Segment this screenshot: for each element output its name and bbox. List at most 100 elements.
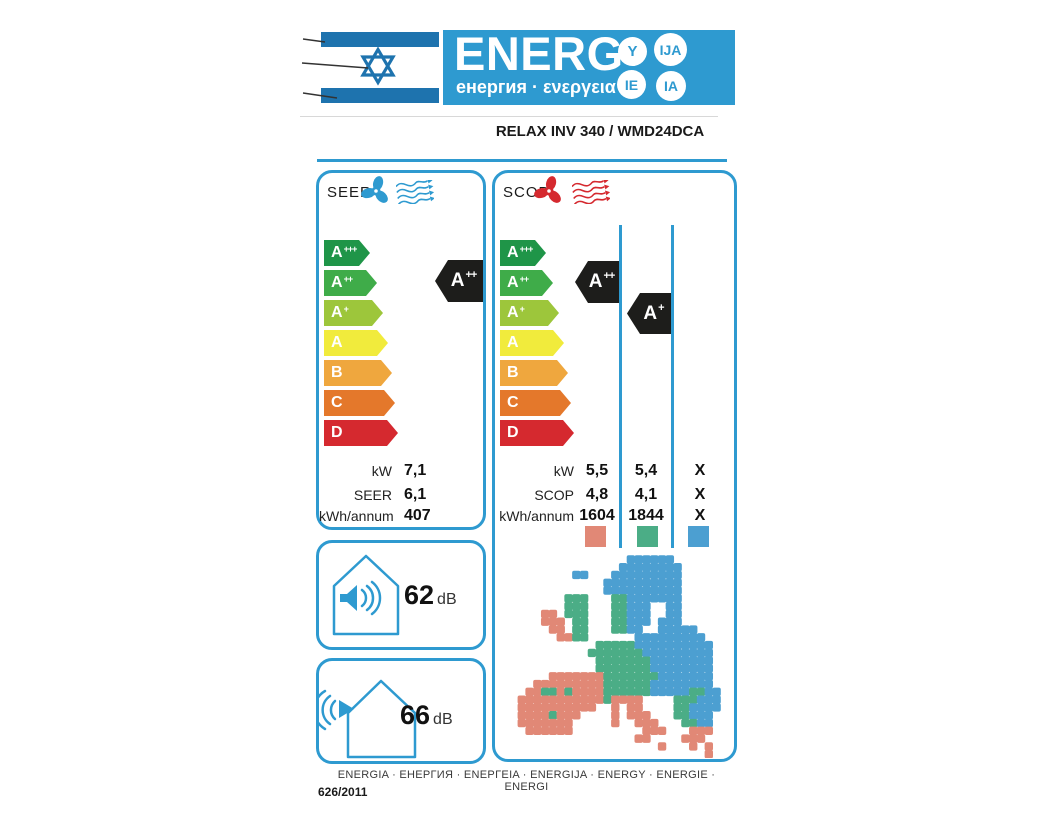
- logo-circle-ia: IA: [656, 71, 686, 101]
- warm-airflow-waves-icon: [572, 180, 610, 204]
- model-name: RELAX INV 340 / WMD24DCA: [495, 123, 705, 140]
- footer-energy-words: ENERGIA · ЕНЕРГИЯ · ΕΝΕΡΓΕΙΑ · ENERGIJA …: [337, 769, 716, 793]
- value-number: X: [694, 462, 706, 479]
- scale-label: A: [507, 244, 519, 261]
- outdoor-noise-house-icon: [319, 679, 417, 759]
- value-number: 5,5: [585, 462, 609, 479]
- seer-title: SEER: [327, 184, 372, 201]
- zone-square-warmer: [585, 526, 606, 547]
- scop-rating-arrow-col2: A +: [627, 293, 671, 334]
- scale-label-sup: +++: [343, 244, 357, 254]
- scale-label: C: [331, 394, 343, 411]
- scale-label: A: [331, 334, 343, 351]
- scale-label: B: [507, 364, 519, 381]
- scop-rating-arrow-col1: A ++: [575, 261, 619, 303]
- scale-label: D: [507, 424, 519, 441]
- scale-arrow-b: B: [500, 360, 568, 386]
- scale-label: C: [507, 394, 519, 411]
- value-label: kWh/annum: [319, 508, 394, 524]
- scale-arrow-a: A: [324, 330, 388, 356]
- value-number: X: [694, 507, 706, 524]
- rating-label: A: [588, 271, 603, 292]
- scale-arrow-a: A: [500, 330, 564, 356]
- header-separator-line: [300, 116, 718, 117]
- energy-logo-title: ENERG: [454, 27, 624, 80]
- value-number: 4,1: [634, 486, 658, 503]
- value-number: 1604: [579, 507, 615, 524]
- indoor-noise-value: 62: [404, 580, 435, 610]
- value-number: 1844: [628, 507, 664, 524]
- zone-square-average: [637, 526, 658, 547]
- outdoor-noise-text: 66 dB: [400, 700, 453, 731]
- indoor-noise-house-icon: [332, 554, 400, 636]
- value-number: 6,1: [404, 486, 427, 503]
- rating-label-sup: ++: [603, 270, 615, 282]
- scale-arrow-c: C: [500, 390, 571, 416]
- heating-fan-icon: [534, 176, 561, 203]
- value-label: SCOP: [534, 487, 574, 503]
- noise-unit: dB: [437, 591, 457, 608]
- rating-label: A: [450, 270, 465, 291]
- value-number: 7,1: [404, 462, 427, 479]
- scale-arrow-d: D: [500, 420, 574, 446]
- seer-rating-arrow: A ++: [435, 260, 483, 302]
- scale-label: A: [331, 274, 343, 291]
- scale-label: D: [331, 424, 343, 441]
- scale-label-sup: ++: [519, 274, 529, 284]
- indoor-noise-panel: 62 dB: [316, 540, 486, 650]
- outdoor-noise-value: 66: [400, 700, 431, 730]
- scale-label: B: [331, 364, 343, 381]
- column-divider-line: [671, 225, 674, 548]
- scale-arrow-b: B: [324, 360, 392, 386]
- value-number: 4,8: [585, 486, 609, 503]
- rating-label: A: [643, 302, 658, 324]
- scale-arrow-d: D: [324, 420, 398, 446]
- energy-logo: ENERG енергия · ενεργεια Y IJA IE IA: [443, 27, 735, 105]
- rating-label-sup: ++: [465, 269, 477, 281]
- scale-label-sup: +: [343, 304, 348, 314]
- flag-callout-lines: [301, 38, 369, 99]
- scale-arrow-c: C: [324, 390, 395, 416]
- scale-arrow-a2plus: A++: [324, 270, 377, 296]
- cooling-fan-icon: [361, 176, 388, 203]
- value-number: X: [694, 486, 706, 503]
- seer-panel: SEER A+++ A++ A+: [316, 170, 486, 530]
- scale-label-sup: +: [519, 304, 524, 314]
- scale-label-sup: ++: [343, 274, 353, 284]
- column-divider-line: [619, 225, 622, 548]
- value-label: kW: [553, 463, 574, 479]
- flag-stripe-top: [321, 32, 439, 47]
- scale-label: A: [507, 304, 519, 321]
- scale-label-sup: +++: [519, 244, 533, 254]
- scop-panel: SCOP A+++ A++: [492, 170, 737, 762]
- scale-label: A: [507, 274, 519, 291]
- logo-circle-ie: IE: [617, 70, 646, 99]
- value-number: 5,4: [634, 462, 658, 479]
- zone-square-colder: [688, 526, 709, 547]
- star-of-david-icon: [360, 46, 396, 86]
- scale-arrow-aplus: A+: [500, 300, 559, 326]
- scale-arrow-a2plus: A++: [500, 270, 553, 296]
- logo-circle-y: Y: [618, 37, 647, 66]
- rating-label-sup: +: [658, 301, 665, 314]
- scale-label: A: [507, 334, 519, 351]
- value-label: kWh/annum: [499, 508, 574, 524]
- value-label: kW: [371, 463, 392, 479]
- flag-stripe-bottom: [321, 88, 439, 103]
- value-label: SEER: [353, 487, 392, 503]
- israel-flag: [320, 30, 440, 104]
- scale-arrow-aplus: A+: [324, 300, 383, 326]
- europe-climate-map: [517, 555, 721, 758]
- logo-circle-ija: IJA: [654, 33, 687, 66]
- indoor-noise-text: 62 dB: [404, 580, 457, 611]
- scale-arrow-a3plus: A+++: [324, 240, 370, 266]
- outdoor-noise-panel: 66 dB: [316, 658, 486, 764]
- scale-label: A: [331, 304, 343, 321]
- scale-arrow-a3plus: A+++: [500, 240, 546, 266]
- regulation-number: 626/2011: [318, 785, 368, 799]
- energy-logo-subtitle: енергия · ενεργεια: [456, 77, 616, 97]
- noise-unit: dB: [433, 711, 453, 728]
- value-number: 407: [404, 507, 431, 524]
- cool-airflow-waves-icon: [396, 180, 434, 204]
